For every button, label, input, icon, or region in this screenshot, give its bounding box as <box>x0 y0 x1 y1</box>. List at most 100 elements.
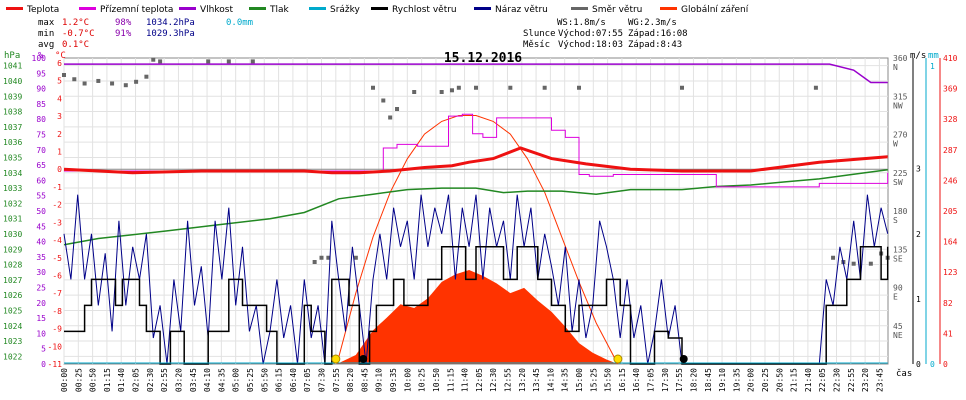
tick-hpa: 1033 <box>3 184 22 193</box>
series-wind-speed <box>64 246 889 365</box>
series-radiation-max <box>336 115 619 365</box>
tick-pct: 55 <box>36 192 46 201</box>
tick-temp: 4 <box>57 94 62 103</box>
tick-pct: 100 <box>32 54 47 63</box>
tick-time: 05:00 <box>232 368 241 392</box>
tick-time: 19:10 <box>718 368 727 392</box>
tick-dir-compass: W <box>893 140 898 149</box>
series-winddir-point <box>851 261 856 266</box>
tick-temp: -1 <box>52 183 62 192</box>
series-winddir-point <box>319 255 324 260</box>
series-winddir-point <box>353 255 358 260</box>
tick-ms: 2 <box>916 230 921 239</box>
series-radiation-area <box>336 270 618 364</box>
tick-hpa: 1038 <box>3 108 22 117</box>
tick-dir: 315 <box>893 92 908 101</box>
legend-label: Rychlost větru <box>392 5 457 15</box>
legend-label: Přízemní teplota <box>100 5 173 15</box>
tick-time: 20:50 <box>775 368 784 392</box>
series-winddir-point <box>868 261 873 266</box>
legend-label: Směr větru <box>592 5 642 15</box>
tick-time: 07:05 <box>303 368 312 392</box>
tick-time: 21:40 <box>804 368 813 392</box>
series-winddir-point <box>381 98 386 103</box>
tick-rad: 0 <box>943 360 948 369</box>
tick-hpa: 1027 <box>3 276 22 285</box>
tick-rad: 328 <box>943 115 958 124</box>
tick-hpa: 1029 <box>3 245 22 254</box>
tick-time: 20:25 <box>761 368 770 392</box>
tick-time: 17:55 <box>675 368 684 392</box>
tick-temp: -6 <box>52 271 62 280</box>
tick-time: 15:00 <box>575 368 584 392</box>
tick-hpa: 1039 <box>3 92 22 101</box>
series-winddir-point <box>542 85 547 90</box>
tick-pct: 75 <box>36 131 46 140</box>
series-winddir-point <box>474 85 478 90</box>
stat-value: WS:1.8m/s <box>557 18 606 28</box>
tick-time: 04:10 <box>203 368 212 392</box>
tick-rad: 287 <box>943 146 958 155</box>
sunrise-icon <box>331 354 341 364</box>
tick-time: 13:45 <box>532 368 541 392</box>
tick-hpa: 1040 <box>3 77 22 86</box>
legend-label: Tlak <box>269 5 290 15</box>
tick-dir: 270 <box>893 131 908 140</box>
series-winddir-point <box>134 79 139 84</box>
legend: Teplota Přízemní teplota Vlhkost Tlak Srážky… <box>6 5 749 15</box>
tick-temp: -3 <box>52 218 62 227</box>
tick-time: 13:20 <box>518 368 527 392</box>
tick-time: 03:20 <box>174 368 183 392</box>
stat-value: 1029.3hPa <box>146 29 195 39</box>
legend-swatch <box>474 7 491 10</box>
tick-time: 09:35 <box>389 368 398 392</box>
legend-swatch <box>660 7 677 10</box>
tick-dir: 45 <box>893 322 903 331</box>
series-winddir-point <box>250 59 255 64</box>
tick-time: 00:50 <box>89 368 98 392</box>
tick-time: 06:40 <box>289 368 298 392</box>
tick-pct: 65 <box>36 161 46 170</box>
series-temperature <box>63 146 888 175</box>
stat-value: avg <box>38 40 54 50</box>
tick-pct: 85 <box>36 100 46 109</box>
tick-temp: -5 <box>52 254 62 263</box>
tick-pct: 50 <box>36 207 46 216</box>
tick-dir: 135 <box>893 245 908 254</box>
tick-hpa: 1028 <box>3 261 22 270</box>
tick-dir-compass: SE <box>893 254 903 263</box>
legend-swatch <box>371 7 388 10</box>
tick-time: 12:30 <box>489 368 498 392</box>
stat-value: max <box>38 18 55 28</box>
tick-time: 08:45 <box>360 368 369 392</box>
stat-value: 0.1°C <box>62 40 89 50</box>
tick-hpa: 1022 <box>3 352 22 361</box>
tick-pct: 0 <box>41 360 46 369</box>
tick-time: 02:55 <box>160 368 169 392</box>
sunset-icon <box>613 354 623 364</box>
tick-temp: -4 <box>52 236 62 245</box>
axis-unit-ms: m/s <box>910 51 926 61</box>
tick-rad: 164 <box>943 238 958 247</box>
tick-rad: 123 <box>943 268 958 277</box>
legend-swatch <box>309 7 326 10</box>
tick-rad: 369 <box>943 85 958 94</box>
series-winddir-point <box>82 81 87 86</box>
tick-time: 05:50 <box>260 368 269 392</box>
series-humidity <box>64 63 888 84</box>
series-winddir-point <box>371 85 375 90</box>
axis-unit-hpa: hPa <box>4 51 20 61</box>
series-winddir-point <box>326 255 331 260</box>
tick-time: 12:55 <box>503 368 512 392</box>
series-layer <box>62 57 890 365</box>
legend-label: Globální záření <box>681 5 749 15</box>
tick-pct: 95 <box>36 69 46 78</box>
tick-time: 20:00 <box>747 368 756 392</box>
stat-value: 0.0mm <box>226 18 253 28</box>
tick-ms: 1 <box>916 295 921 304</box>
tick-pct: 45 <box>36 222 46 231</box>
tick-ms: 3 <box>916 165 921 174</box>
tick-time: 17:30 <box>661 368 670 392</box>
tick-time: 07:30 <box>318 368 327 392</box>
